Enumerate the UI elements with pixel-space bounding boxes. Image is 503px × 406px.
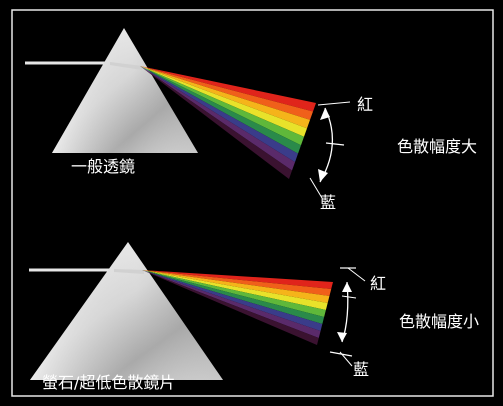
- tick-mark-bottom: [329, 351, 353, 357]
- leader-blue: [339, 351, 353, 367]
- spectrum-band: [142, 270, 325, 324]
- label-blue-bottom: 藍: [353, 360, 369, 379]
- arc-arrow-top: [342, 282, 352, 292]
- spectrum-band: [140, 66, 295, 171]
- leader-blue: [309, 177, 323, 199]
- label-red-bottom: 紅: [370, 274, 386, 293]
- spectrum-band: [140, 66, 307, 137]
- spectrum-band: [142, 270, 332, 296]
- arc-arrow-bottom: [318, 169, 328, 182]
- prism-label-fluorite: 螢石/超低色散鏡片: [42, 373, 175, 392]
- dispersion-large-label: 色散幅度大: [397, 137, 477, 156]
- spectrum-band: [140, 66, 310, 129]
- internal-beam: [110, 62, 142, 70]
- leader-red: [347, 267, 366, 282]
- label-blue-top: 藍: [320, 193, 336, 212]
- spectrum-fan-wide: [140, 66, 316, 179]
- spectrum-fan-narrow: [142, 270, 333, 345]
- panel-top: 一般透鏡 紅 藍 色散幅度大: [25, 28, 477, 212]
- spectrum-band: [142, 270, 328, 310]
- spectrum-band: [142, 270, 321, 338]
- arc-arrow-top: [320, 108, 330, 120]
- spectrum-band: [140, 66, 313, 120]
- spectrum-band: [142, 270, 323, 331]
- tick-mark: [325, 142, 345, 146]
- leader-red: [317, 101, 351, 106]
- spectrum-band: [140, 66, 292, 179]
- spectrum-band: [142, 270, 333, 289]
- spectrum-band: [140, 66, 298, 163]
- prism-label-ordinary: 一般透鏡: [71, 157, 135, 176]
- spectrum-band: [142, 270, 319, 345]
- spectrum-band: [140, 66, 304, 146]
- arc-arrow-bottom: [337, 332, 347, 342]
- spectrum-band: [140, 66, 316, 112]
- outer-frame: [11, 9, 494, 397]
- spectrum-band: [142, 270, 330, 303]
- label-red-top: 紅: [357, 95, 373, 114]
- spectrum-band: [140, 66, 301, 154]
- internal-beam: [114, 269, 144, 274]
- dispersion-small-label: 色散幅度小: [399, 312, 479, 331]
- spectrum-band: [142, 270, 326, 317]
- panel-bottom: 螢石/超低色散鏡片 紅 藍 色散幅度小: [29, 242, 479, 392]
- tick-mark-mid: [341, 295, 357, 299]
